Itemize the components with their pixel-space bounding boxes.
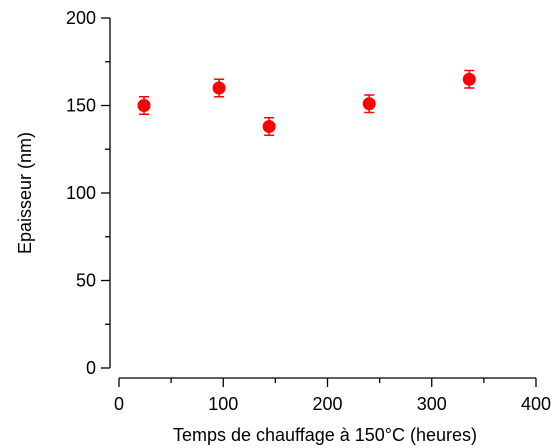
- x-tick-label-0: 0: [114, 394, 124, 414]
- data-point-4: [462, 69, 476, 89]
- data-points: [137, 69, 476, 136]
- axes: [109, 18, 536, 379]
- x-tick-label-300: 300: [417, 394, 447, 414]
- x-axis-title: Temps de chauffage à 150°C (heures): [173, 425, 477, 445]
- data-point-1: [212, 78, 226, 98]
- marker-4: [462, 72, 476, 86]
- x-tick-label-400: 400: [521, 394, 551, 414]
- marker-1: [212, 81, 226, 95]
- marker-0: [137, 99, 151, 112]
- x-tick-label-200: 200: [312, 394, 342, 414]
- marker-2: [262, 120, 276, 133]
- y-tick-label-0: 0: [86, 358, 96, 378]
- x-tick-label-100: 100: [208, 394, 238, 414]
- y-tick-label-200: 200: [66, 8, 96, 28]
- y-axis-title: Epaisseur (nm): [15, 132, 35, 254]
- marker-3: [362, 97, 376, 111]
- data-point-2: [262, 117, 276, 136]
- data-point-0: [137, 96, 151, 115]
- data-point-3: [362, 94, 376, 114]
- y-tick-label-50: 50: [76, 271, 96, 291]
- ticks: 0 50 100 150 200 0 100 200 300 400: [66, 8, 551, 414]
- y-tick-label-100: 100: [66, 183, 96, 203]
- y-tick-label-150: 150: [66, 96, 96, 116]
